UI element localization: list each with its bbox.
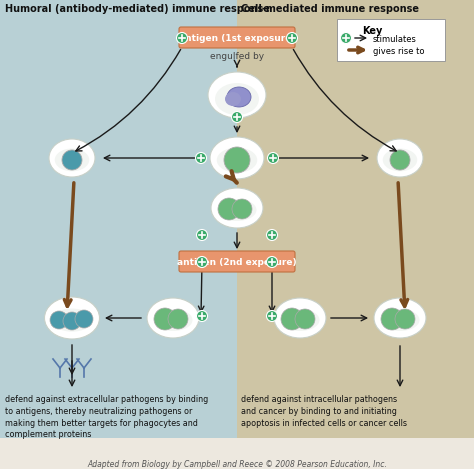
Text: antigen (1st exposure): antigen (1st exposure) [179,33,295,43]
Circle shape [266,310,277,322]
Ellipse shape [227,87,251,107]
Circle shape [281,308,303,330]
Circle shape [50,311,68,329]
Circle shape [224,147,250,173]
Text: engulfed by: engulfed by [210,52,264,61]
Circle shape [266,229,277,241]
Ellipse shape [147,298,199,338]
Circle shape [395,309,415,329]
Circle shape [232,199,252,219]
Ellipse shape [49,139,95,177]
Circle shape [231,112,243,122]
Circle shape [195,152,207,164]
Circle shape [390,150,410,170]
Text: defend against intracellular pathogens
and cancer by binding to and initiating
a: defend against intracellular pathogens a… [241,395,407,428]
Ellipse shape [208,72,266,118]
Ellipse shape [215,83,259,115]
Circle shape [168,309,188,329]
Bar [0,0,237,438]
Circle shape [295,309,315,329]
Circle shape [286,32,298,44]
Ellipse shape [154,309,192,331]
Ellipse shape [218,199,256,221]
Ellipse shape [281,309,319,331]
Circle shape [75,310,93,328]
Circle shape [197,229,208,241]
Ellipse shape [381,309,419,331]
Circle shape [381,308,403,330]
Circle shape [197,310,208,322]
Circle shape [266,257,277,267]
Text: stimulates: stimulates [373,35,417,44]
Text: Key: Key [362,26,382,36]
Circle shape [340,32,352,44]
Ellipse shape [211,188,263,228]
Text: Cell-mediated immune response: Cell-mediated immune response [241,4,419,14]
Ellipse shape [210,137,264,179]
Circle shape [62,150,82,170]
Ellipse shape [383,149,417,171]
Ellipse shape [45,297,100,339]
Ellipse shape [51,309,92,332]
Text: antigen (2nd exposure): antigen (2nd exposure) [177,257,297,266]
FancyBboxPatch shape [337,19,445,61]
Ellipse shape [274,298,326,338]
Text: Adapted from Biology by Campbell and Reece © 2008 Pearson Education, Inc.: Adapted from Biology by Campbell and Ree… [87,460,387,469]
Ellipse shape [377,139,423,177]
Text: defend against extracellular pathogens by binding
to antigens, thereby neutraliz: defend against extracellular pathogens b… [5,395,208,439]
Circle shape [154,308,176,330]
Circle shape [176,32,188,44]
Ellipse shape [55,149,89,171]
Ellipse shape [217,147,257,173]
Ellipse shape [374,298,426,338]
FancyBboxPatch shape [179,27,295,48]
Circle shape [218,198,240,220]
Circle shape [197,257,208,267]
Bar [237,0,474,438]
Circle shape [267,152,279,164]
Ellipse shape [225,92,241,106]
Text: gives rise to: gives rise to [373,47,425,56]
Text: Humoral (antibody-mediated) immune response: Humoral (antibody-mediated) immune respo… [5,4,270,14]
FancyBboxPatch shape [179,251,295,272]
Circle shape [63,312,81,330]
